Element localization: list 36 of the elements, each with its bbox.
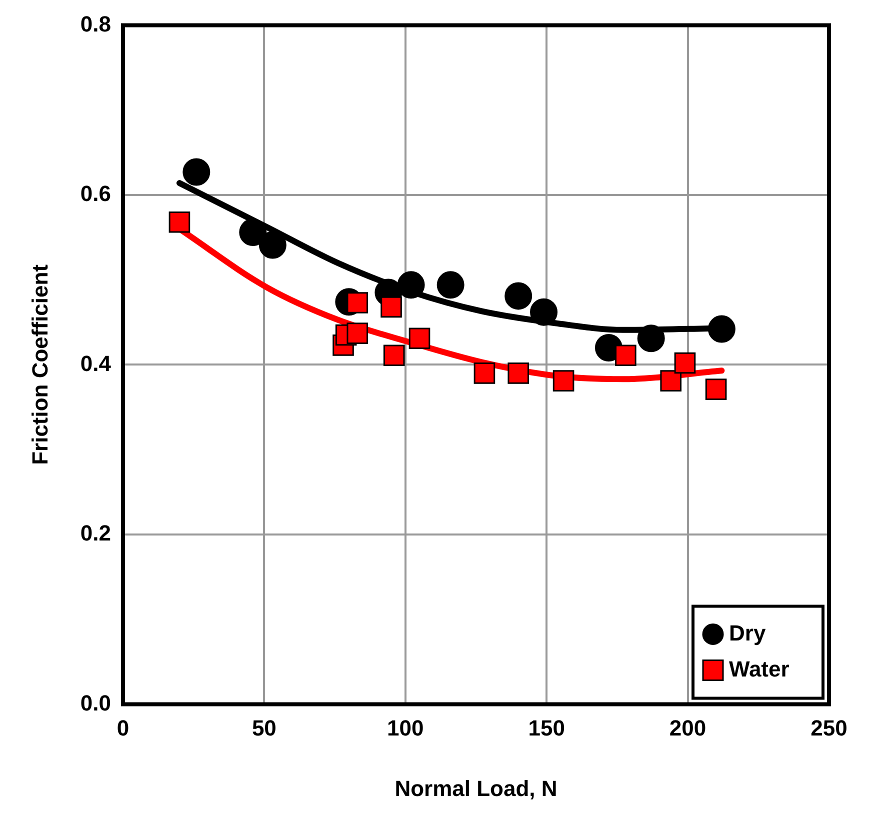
y-tick-label: 0.8 xyxy=(80,11,111,36)
point xyxy=(674,352,696,374)
legend-label: Dry xyxy=(729,620,766,646)
point xyxy=(239,218,267,246)
point xyxy=(397,271,425,299)
legend-label: Water xyxy=(729,656,790,682)
x-tick-label: 100 xyxy=(387,715,424,740)
point xyxy=(552,370,574,392)
x-tick-label: 0 xyxy=(116,715,130,740)
point xyxy=(508,362,529,384)
point xyxy=(408,328,430,350)
x-tick-label: 150 xyxy=(528,715,565,740)
point xyxy=(383,344,405,366)
point xyxy=(504,282,532,310)
point xyxy=(346,322,368,344)
y-axis-title: Friction Coefficient xyxy=(27,264,52,465)
x-tick-label: 50 xyxy=(252,715,276,740)
point xyxy=(660,370,682,392)
point xyxy=(380,296,402,318)
point xyxy=(168,211,190,233)
point xyxy=(705,378,727,400)
point xyxy=(637,324,665,352)
x-tick-label: 200 xyxy=(669,715,706,740)
point xyxy=(182,158,210,186)
point xyxy=(474,362,496,384)
point xyxy=(708,315,736,343)
y-tick-label: 0.6 xyxy=(80,181,111,206)
y-tick-label: 0.0 xyxy=(80,690,111,716)
x-axis-title: Normal Load, N xyxy=(394,776,558,801)
y-tick-label: 0.2 xyxy=(80,520,111,546)
x-tick-label: 250 xyxy=(810,715,848,740)
y-tick-label: 0.4 xyxy=(80,350,112,376)
point xyxy=(530,298,558,326)
point xyxy=(436,271,464,299)
point xyxy=(258,231,286,259)
point xyxy=(615,344,636,366)
